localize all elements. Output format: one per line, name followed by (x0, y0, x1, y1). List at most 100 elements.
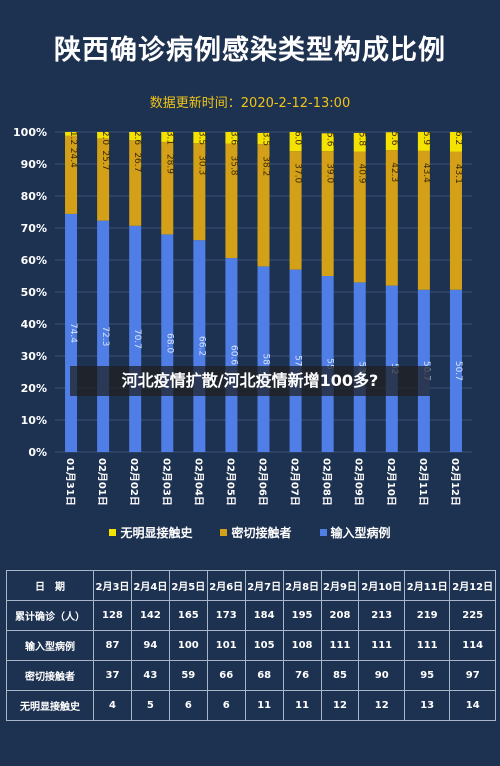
bar-segment (97, 132, 110, 139)
table-cell: 111 (320, 630, 360, 661)
table-cell: 97 (449, 660, 496, 691)
table-cell: 6 (168, 690, 208, 721)
x-tick-label: 02月11日 (417, 458, 429, 506)
data-label: 28.9 (164, 154, 174, 174)
table-cell: 5 (130, 690, 170, 721)
bar-segment (385, 150, 398, 286)
table-cell: 13 (403, 690, 451, 721)
x-tick-label: 02月04日 (192, 458, 204, 506)
table-cell: 59 (168, 660, 208, 691)
bar-segment (449, 132, 462, 152)
legend-swatch (220, 529, 228, 536)
row-label: 输入型病例 (6, 630, 94, 661)
bar-segment (161, 132, 174, 142)
bar-segment (161, 234, 174, 452)
data-label: 5.6 (389, 131, 399, 146)
row-label: 日 期 (6, 570, 94, 601)
table-cell: 2月11日 (403, 570, 451, 601)
table-cell: 85 (320, 660, 360, 691)
table-cell: 14 (449, 690, 496, 721)
table-cell: 2月8日 (282, 570, 322, 601)
legend-swatch (319, 529, 327, 536)
bar-segment (225, 258, 238, 452)
table-cell: 11 (282, 690, 322, 721)
table-cell: 94 (130, 630, 170, 661)
bar-segment (353, 132, 366, 152)
x-tick-label: 02月09日 (353, 458, 365, 506)
x-tick-label: 02月03日 (160, 458, 172, 506)
legend-label: 密切接触者 (231, 526, 292, 540)
data-label: 3.1 (164, 131, 174, 145)
bar-segment (449, 151, 462, 290)
table-cell: 37 (93, 660, 132, 691)
data-label: 1.2 (68, 131, 78, 145)
table-cell: 111 (403, 630, 451, 661)
table-cell: 219 (403, 600, 451, 631)
data-label: 55 (325, 358, 335, 369)
x-tick-label: 01月31日 (64, 458, 76, 506)
bar-segment (257, 132, 270, 145)
y-tick-label: 30% (21, 350, 47, 363)
table-cell: 87 (93, 630, 132, 661)
chart-legend: 无明显接触史 密切接触者 输入型病例 (0, 524, 500, 541)
bar-segment (385, 132, 398, 151)
table-cell: 90 (358, 660, 405, 691)
data-label: 74.4 (68, 323, 78, 343)
table-cell: 4 (93, 690, 132, 721)
data-label: 2.0 (100, 131, 110, 146)
table-cell: 173 (206, 600, 246, 631)
table-cell: 2月5日 (168, 570, 208, 601)
table-cell: 2月12日 (449, 570, 496, 601)
y-tick-label: 70% (21, 222, 47, 235)
row-label: 无明显接触史 (6, 690, 94, 721)
table-row: 输入型病例 87 94 100 101 105 108 111 111 111 114 (6, 630, 496, 661)
x-tick-label: 02月02日 (128, 458, 140, 506)
row-label: 累计确诊（人） (6, 600, 94, 631)
data-label: 38.2 (261, 156, 271, 176)
data-label: 39.0 (325, 163, 335, 183)
data-label: 60.6 (228, 345, 238, 365)
bar-segment (321, 133, 334, 152)
data-label: 57 (293, 355, 303, 366)
bar-segment (289, 151, 302, 270)
data-label: 68.0 (164, 333, 174, 353)
bar-segment (449, 289, 462, 452)
data-label: 6.2 (453, 131, 463, 145)
x-tick-label: 02月07日 (289, 458, 301, 506)
data-label: 58 (261, 353, 271, 365)
table-cell: 43 (130, 660, 170, 691)
bar-segment (65, 135, 78, 214)
bar-segment (289, 269, 302, 452)
data-label: 37.0 (293, 163, 303, 183)
table-row: 密切接触者 37 43 59 66 68 76 85 90 95 97 (6, 660, 496, 691)
table-row: 无明显接触史 4 5 6 6 11 11 12 12 13 14 (6, 690, 496, 721)
legend-item: 输入型病例 (319, 524, 391, 541)
bar-segment (417, 132, 430, 151)
data-label: 5.8 (357, 132, 367, 147)
x-tick-label: 02月05日 (224, 458, 236, 506)
table-cell: 2月9日 (320, 570, 360, 601)
legend-item: 无明显接触史 (109, 524, 192, 541)
x-tick-label: 02月12日 (449, 458, 461, 506)
legend-label: 输入型病例 (330, 526, 391, 540)
table-cell: 105 (244, 630, 284, 661)
table-cell: 12 (358, 690, 405, 721)
y-tick-label: 20% (21, 382, 47, 395)
bar-segment (417, 150, 430, 290)
table-cell: 165 (168, 600, 208, 631)
y-tick-label: 90% (21, 158, 47, 171)
legend-item: 密切接触者 (220, 524, 292, 541)
y-tick-label: 40% (21, 318, 47, 331)
table-cell: 101 (206, 630, 246, 661)
bar-segment (129, 140, 142, 226)
bar-segment (65, 132, 78, 136)
bar-segment (225, 143, 238, 259)
x-tick-label: 02月06日 (257, 458, 269, 506)
data-label: 3.6 (228, 131, 238, 146)
overlay-banner[interactable]: 河北疫情扩散/河北疫情新增100多? (70, 366, 430, 396)
data-label: 43.4 (421, 163, 431, 183)
data-label: 35.8 (228, 155, 238, 175)
x-tick-label: 02月01日 (96, 458, 108, 506)
data-label: 25.7 (100, 150, 110, 170)
data-label: 66.2 (196, 336, 206, 356)
